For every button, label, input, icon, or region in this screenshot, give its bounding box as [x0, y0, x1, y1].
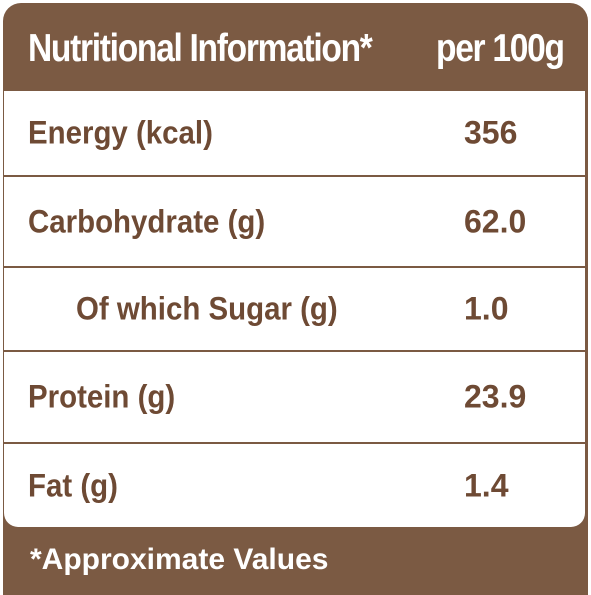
row-label: Of which Sugar (g) [76, 290, 338, 327]
row-value: 356 [464, 114, 518, 151]
row-value: 62.0 [464, 203, 527, 239]
row-label: Carbohydrate (g) [28, 203, 266, 239]
row-divider [4, 442, 585, 444]
header-title: Nutritional Information* [28, 27, 373, 70]
table-row-fat: Fat (g) 1.4 [4, 444, 585, 527]
table-row-sugar: Of which Sugar (g) 1.0 [4, 268, 585, 350]
row-label: Energy (kcal) [28, 114, 213, 151]
row-value: 1.4 [464, 467, 509, 503]
nutrition-table: Energy (kcal) 356 Carbohydrate (g) 62.0 … [4, 91, 585, 527]
row-value: 23.9 [464, 378, 527, 415]
row-divider [4, 266, 585, 268]
table-row-protein: Protein (g) 23.9 [4, 352, 585, 442]
footnote: *Approximate Values [30, 543, 329, 576]
row-divider [4, 350, 585, 352]
row-value: 1.0 [464, 290, 509, 327]
table-row-energy: Energy (kcal) 356 [4, 91, 585, 175]
header-unit: per 100g [436, 27, 565, 70]
table-row-carbohydrate: Carbohydrate (g) 62.0 [4, 177, 585, 266]
table-header: Nutritional Information* per 100g [3, 3, 588, 91]
nutrition-panel: Nutritional Information* per 100g Energy… [3, 3, 588, 595]
row-label: Protein (g) [28, 378, 176, 415]
row-divider [4, 175, 585, 177]
row-label: Fat (g) [28, 467, 118, 503]
